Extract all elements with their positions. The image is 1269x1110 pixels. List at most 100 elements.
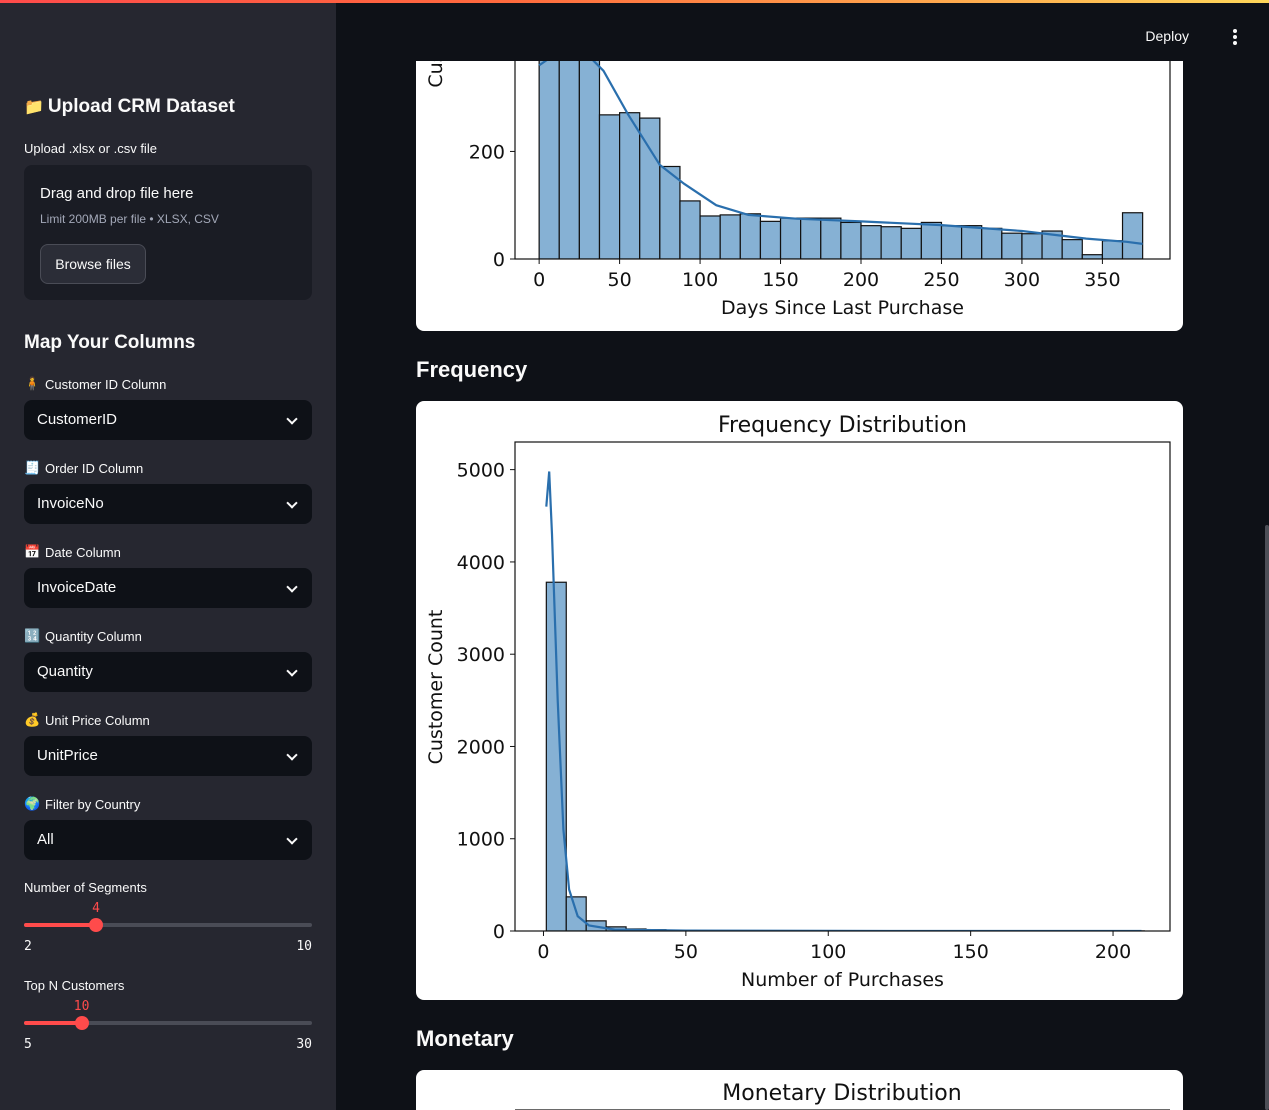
browse-files-button[interactable]: Browse files <box>40 244 146 284</box>
field-label: 💰 Unit Price Column <box>24 712 150 728</box>
column-select[interactable]: InvoiceNo <box>24 484 312 524</box>
histogram-bar <box>578 60 601 259</box>
histogram-bar <box>800 217 822 259</box>
histogram-bar <box>779 217 802 259</box>
y-tick-label: 2000 <box>457 736 505 758</box>
slider-max-label: 30 <box>296 1037 312 1052</box>
x-tick-label: 50 <box>674 941 698 963</box>
y-tick-label: 0 <box>493 921 505 943</box>
select-value: All <box>37 831 54 848</box>
x-tick-label: 100 <box>682 269 718 291</box>
x-axis-label: Days Since Last Purchase <box>721 297 964 319</box>
frequency-histogram: 0 50 100 150 200010002000300040005000Number … <box>425 413 1171 991</box>
x-axis-label: Number of Purchases <box>741 969 944 991</box>
sidebar: 📁 Upload CRM Dataset Upload .xlsx or .csv… <box>0 0 336 1110</box>
globe-icon: 🌍 <box>24 796 41 811</box>
select-value: CustomerID <box>37 411 118 428</box>
plot-area <box>538 60 1144 259</box>
x-tick-label: 300 <box>1004 269 1040 291</box>
y-axis-label: Cus <box>425 52 447 87</box>
select-value: UnitPrice <box>37 747 98 764</box>
x-tick-label: 0 <box>533 269 545 291</box>
field-label-text: Unit Price Column <box>45 712 150 728</box>
histogram-bar <box>719 214 741 259</box>
histogram-bar <box>1001 232 1023 259</box>
upload-label: Upload .xlsx or .csv file <box>24 141 157 156</box>
monetary-heading: Monetary <box>416 1026 514 1051</box>
y-tick-label: 5000 <box>457 460 505 482</box>
x-tick-label: 200 <box>1095 941 1131 963</box>
chevron-down-icon <box>286 665 298 677</box>
column-select[interactable]: CustomerID <box>24 400 312 440</box>
slider-fill <box>24 923 96 927</box>
histogram-bar <box>739 213 762 259</box>
slider-track[interactable] <box>24 918 312 932</box>
histogram-bar <box>1081 254 1104 259</box>
column-select[interactable]: InvoiceDate <box>24 568 312 608</box>
histogram-bar <box>558 60 580 259</box>
folder-icon: 📁 <box>24 99 44 116</box>
frequency-heading: Frequency <box>416 357 528 382</box>
chart-title: Frequency Distribution <box>718 413 967 438</box>
histogram-bar <box>920 221 943 259</box>
chevron-down-icon <box>286 581 298 593</box>
x-tick-label: 150 <box>953 941 989 963</box>
histogram-bar <box>900 227 922 259</box>
histogram-bar <box>538 60 560 259</box>
chevron-down-icon <box>286 833 298 845</box>
histogram-bar <box>860 225 882 259</box>
dropzone-main-text: Drag and drop file here <box>40 185 194 202</box>
histogram-bar <box>960 225 983 259</box>
field-label: 📅 Date Column <box>24 544 121 560</box>
chevron-down-icon <box>286 497 298 509</box>
main-content: 0 50 100 150 200 250 300 350 0 200 Days Since Last… <box>336 0 1269 1110</box>
slider-track[interactable] <box>24 1016 312 1030</box>
slider-min-label: 5 <box>24 1037 32 1052</box>
histogram-bar <box>840 221 862 259</box>
chevron-down-icon <box>286 749 298 761</box>
plot-frame <box>514 441 1171 932</box>
column-select[interactable]: UnitPrice <box>24 736 312 776</box>
deploy-button[interactable]: Deploy <box>1145 28 1189 44</box>
field-label-text: Customer ID Column <box>45 376 167 392</box>
y-tick-label: 3000 <box>457 644 505 666</box>
histogram-bar <box>619 112 641 259</box>
x-tick-label: 0 <box>537 941 549 963</box>
x-tick-label: 100 <box>810 941 846 963</box>
y-tick-label: 4000 <box>457 552 505 574</box>
histogram-bar <box>1101 240 1124 259</box>
column-select[interactable]: Quantity <box>24 652 312 692</box>
slider-max-label: 10 <box>296 939 312 954</box>
x-tick-label: 250 <box>923 269 959 291</box>
select-value: InvoiceDate <box>37 579 117 596</box>
y-axis-label: Customer Count <box>425 610 447 765</box>
main-menu-icon[interactable] <box>1233 29 1237 45</box>
x-tick-label: 350 <box>1084 269 1120 291</box>
file-dropzone[interactable]: Drag and drop file here Limit 200MB per … <box>24 165 312 300</box>
app-header: Deploy <box>336 3 1269 61</box>
field-label-text: Filter by Country <box>45 796 141 812</box>
field-label: 🔢 Quantity Column <box>24 628 142 644</box>
monetary-histogram: Monetary Distribution <box>515 1081 1170 1110</box>
slider-current-value: 4 <box>92 901 100 916</box>
slider-thumb[interactable] <box>74 1016 89 1030</box>
numbers-icon: 🔢 <box>24 628 41 643</box>
kde-line <box>545 471 1142 931</box>
slider-current-value: 10 <box>73 999 90 1014</box>
histogram-bar <box>820 217 842 259</box>
histogram-bar <box>598 114 621 259</box>
person-icon: 🧍 <box>24 376 41 391</box>
slider-min-label: 2 <box>24 939 32 954</box>
column-select[interactable]: All <box>24 820 312 860</box>
field-label-text: Date Column <box>45 544 121 560</box>
slider-thumb[interactable] <box>89 918 103 932</box>
select-value: InvoiceNo <box>37 495 104 512</box>
histogram-bar <box>1061 239 1083 259</box>
money-bag-icon: 💰 <box>24 712 41 727</box>
x-tick-label: 150 <box>762 269 798 291</box>
upload-title: 📁 Upload CRM Dataset <box>24 96 235 118</box>
receipt-icon: 🧾 <box>24 460 41 475</box>
histogram-bar <box>759 220 782 259</box>
histogram-bar <box>699 215 721 259</box>
main-scrollbar[interactable] <box>1265 525 1269 1110</box>
